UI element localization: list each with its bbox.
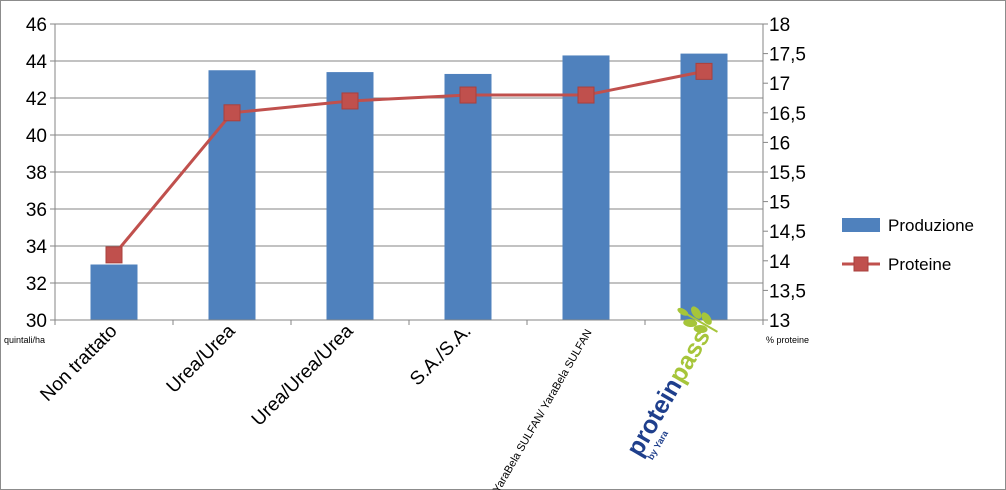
right-tick-label: 15: [769, 193, 790, 214]
legend-swatch-proteine-marker: [853, 256, 869, 272]
proteine-marker-4: [459, 86, 477, 104]
axes: [50, 23, 768, 325]
right-tick-label: 13: [769, 311, 790, 332]
proteine-marker-6: [695, 62, 713, 80]
line-series-proteine: [105, 62, 713, 264]
category-labels: Non trattato Urea/Urea Urea/Urea/Urea S.A./…: [36, 320, 594, 490]
right-tick-label: 14: [769, 252, 791, 273]
left-tick-label: 42: [26, 89, 47, 110]
bar-4: [444, 73, 492, 320]
bar-series-produzione: [90, 53, 728, 320]
right-tick-label: 17,5: [769, 45, 806, 66]
left-axis-label: quintali/ha: [4, 335, 45, 345]
right-tick-label: 16: [769, 133, 790, 154]
legend-label-proteine: Proteine: [888, 255, 951, 274]
legend-label-produzione: Produzione: [888, 216, 974, 235]
right-tick-label: 13,5: [769, 281, 806, 302]
left-tick-label: 46: [26, 15, 47, 36]
left-axis-ticks: 30 32 34 36 38 40 42 44 46: [26, 15, 48, 332]
proteine-line: [112, 69, 705, 256]
left-tick-label: 44: [26, 52, 48, 73]
bar-1: [90, 264, 138, 320]
category-label-2: Urea/Urea: [163, 320, 240, 397]
left-tick-label: 40: [26, 126, 47, 147]
bar-6: [680, 53, 728, 320]
right-axis-ticks: 13 13,5 14 14,5 15 15,5 16 16,5 17 17,5 18: [769, 15, 806, 332]
category-label-5: YaraBela SULFAN/ YaraBela SULFAN: [491, 327, 595, 490]
svg-text:proteinpass: proteinpass: [621, 324, 716, 461]
proteine-marker-2: [223, 104, 241, 122]
left-tick-label: 38: [26, 163, 47, 184]
logo-word-pass: pass: [663, 324, 716, 387]
left-tick-label: 36: [26, 200, 47, 221]
wheat-icon: [677, 306, 718, 334]
right-tick-label: 16,5: [769, 104, 806, 125]
category-label-4: S.A./S.A.: [406, 321, 475, 390]
category-label-3: Urea/Urea/Urea: [248, 320, 358, 430]
proteinpass-logo: proteinpass by Yara: [621, 306, 718, 462]
legend: Produzione Proteine: [842, 216, 974, 274]
right-tick-label: 18: [769, 15, 790, 36]
left-tick-label: 34: [26, 237, 48, 258]
right-tick-label: 15,5: [769, 163, 806, 184]
proteine-marker-1: [105, 246, 123, 264]
right-tick-label: 14,5: [769, 222, 806, 243]
left-tick-label: 32: [26, 274, 47, 295]
right-tick-label: 17: [769, 74, 790, 95]
right-axis-label: % proteine: [766, 335, 809, 345]
left-tick-label: 30: [26, 311, 47, 332]
gridlines: [55, 23, 763, 284]
proteine-marker-3: [341, 92, 359, 110]
category-label-1: Non trattato: [36, 321, 121, 406]
proteine-marker-5: [577, 86, 595, 104]
legend-swatch-produzione: [842, 218, 880, 232]
bar-3: [326, 72, 374, 320]
